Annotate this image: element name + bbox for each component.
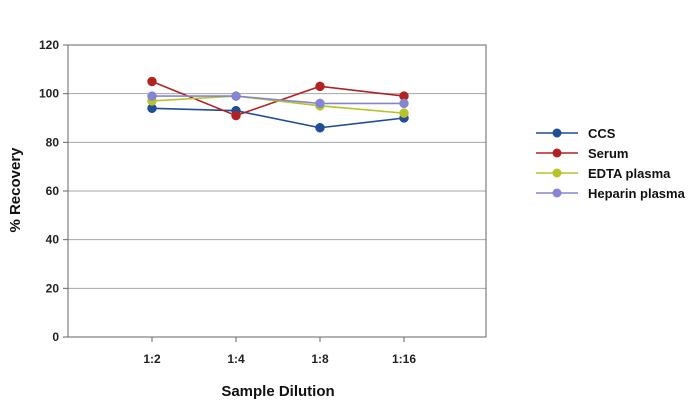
legend-item-edta-plasma: EDTA plasma bbox=[536, 166, 671, 181]
legend-label-heparin-plasma: Heparin plasma bbox=[588, 186, 686, 201]
series-line-edta-plasma bbox=[151, 95, 405, 114]
data-point-serum-1 bbox=[231, 110, 241, 121]
x-tick-label-1:4: 1:4 bbox=[227, 352, 245, 366]
legend-item-ccs: CCS bbox=[536, 126, 616, 141]
legend-swatch-marker-ccs bbox=[552, 128, 562, 138]
legend-swatch-marker-edta-plasma bbox=[552, 168, 562, 178]
legend-item-serum: Serum bbox=[536, 146, 628, 161]
legend-item-heparin-plasma: Heparin plasma bbox=[536, 186, 686, 201]
legend: CCS Serum EDTA plasma Heparin plasma bbox=[536, 126, 686, 201]
legend-label-ccs: CCS bbox=[588, 126, 616, 141]
x-tick-label-1:16: 1:16 bbox=[392, 352, 416, 366]
y-tick-label-40: 40 bbox=[46, 233, 60, 247]
plot-area-border bbox=[67, 44, 487, 338]
data-point-heparin-plasma-0 bbox=[147, 91, 157, 101]
data-point-serum-2 bbox=[315, 81, 325, 92]
series-ccs bbox=[147, 103, 409, 133]
data-point-heparin-plasma-3 bbox=[399, 98, 409, 109]
series-heparin-plasma bbox=[147, 91, 409, 109]
series-group bbox=[147, 76, 409, 133]
y-tick-label-80: 80 bbox=[46, 135, 60, 149]
series-line-heparin-plasma bbox=[152, 95, 404, 105]
legend-label-serum: Serum bbox=[588, 146, 628, 161]
x-tick-label-1:2: 1:2 bbox=[143, 352, 161, 366]
legend-swatch-marker-heparin-plasma bbox=[552, 188, 562, 198]
gridlines bbox=[68, 44, 486, 289]
tick-labels: 0 20 40 60 80 100 120 1:2 1:4 1:8 1:16 bbox=[39, 38, 416, 366]
y-tick-label-20: 20 bbox=[46, 281, 60, 295]
data-point-edta-plasma-3 bbox=[399, 108, 409, 118]
axes bbox=[63, 44, 487, 342]
y-tick-label-60: 60 bbox=[46, 184, 60, 198]
legend-swatch-marker-serum bbox=[552, 148, 562, 158]
x-axis-title: Sample Dilution bbox=[221, 383, 334, 400]
y-tick-label-0: 0 bbox=[52, 330, 59, 344]
x-tick-label-1:8: 1:8 bbox=[311, 352, 329, 366]
y-tick-label-120: 120 bbox=[39, 38, 59, 52]
legend-label-edta-plasma: EDTA plasma bbox=[588, 166, 671, 181]
data-point-heparin-plasma-1 bbox=[231, 91, 241, 101]
data-point-ccs-2 bbox=[315, 122, 325, 133]
y-axis-title: % Recovery bbox=[7, 147, 24, 233]
data-point-serum-0 bbox=[147, 76, 157, 87]
y-tick-label-100: 100 bbox=[39, 87, 59, 101]
data-point-heparin-plasma-2 bbox=[315, 98, 325, 109]
series-line-ccs bbox=[151, 107, 405, 129]
